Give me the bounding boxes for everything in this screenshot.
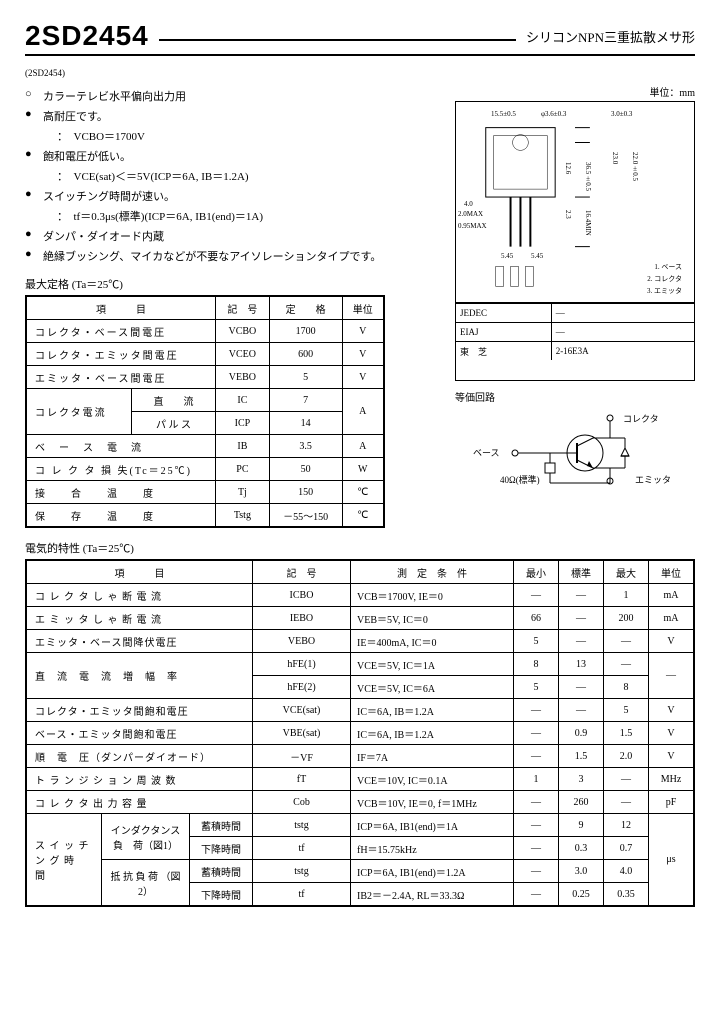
feature-3-detail: ： tf＝0.3μs(標準)(ICP＝6A, IB1(end)＝1A): [25, 208, 440, 224]
package-diagram: 15.5±0.5 φ3.6±0.3 3.0±0.3 23.0 22.0±0.5 …: [455, 101, 695, 381]
application-text: カラーテレビ水平偏向出力用: [43, 91, 186, 103]
ratings-title: 最大定格 (Ta＝25℃): [25, 276, 440, 292]
ratings-table: 項 目 記 号 定 格 単位 コレクタ・ベース間電圧VCBO1700V コレクタ…: [25, 295, 385, 528]
divider: [159, 39, 516, 41]
package-standards: JEDEC― EIAJ― 東 芝2-16E3A: [456, 303, 694, 360]
unit-label: 単位：mm: [455, 84, 695, 99]
sub-code: (2SD2454): [25, 68, 695, 78]
feature-3: ●スイッチング時間が速い。: [25, 188, 440, 204]
electrical-table: 項 目 記 号 測 定 条 件 最小 標準 最大 単位 コ レ ク タ し ゃ …: [25, 559, 695, 907]
application: ○ カラーテレビ水平偏向出力用: [25, 88, 440, 104]
feature-2-detail: ： VCE(sat)＜＝5V(ICP＝6A, IB＝1.2A): [25, 168, 440, 184]
device-type: シリコンNPN三重拡散メサ形: [526, 27, 695, 46]
feature-2: ●飽和電圧が低い。: [25, 148, 440, 164]
feature-1-detail: ： VCBO＝1700V: [25, 128, 440, 144]
feature-1: ●高耐圧です。: [25, 108, 440, 124]
feature-5: ●絶縁ブッシング、マイカなどが不要なアイソレーションタイプです。: [25, 248, 440, 264]
part-number: 2SD2454: [25, 20, 149, 52]
header: 2SD2454 シリコンNPN三重拡散メサ形: [25, 20, 695, 56]
feature-4: ●ダンパ・ダイオード内蔵: [25, 228, 440, 244]
equivalent-circuit: 等価回路: [455, 389, 695, 488]
electrical-title: 電気的特性 (Ta＝25℃): [25, 540, 695, 556]
